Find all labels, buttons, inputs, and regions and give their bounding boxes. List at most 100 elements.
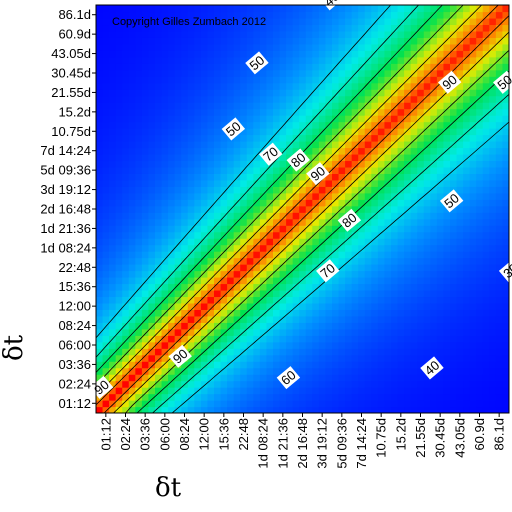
heatmap-cell <box>109 160 117 168</box>
heatmap-cell <box>371 141 379 149</box>
heatmap-cell <box>168 76 176 84</box>
heatmap-cell <box>273 361 281 369</box>
heatmap-cell <box>155 76 163 84</box>
heatmap-cell <box>332 147 340 155</box>
heatmap-cell <box>279 17 287 26</box>
heatmap-cell <box>227 173 235 181</box>
heatmap-cell <box>450 257 458 265</box>
heatmap-cell <box>391 225 399 233</box>
heatmap-cell <box>397 89 405 97</box>
heatmap-cell <box>286 270 294 278</box>
heatmap-cell <box>266 225 274 233</box>
heatmap-cell <box>96 335 104 343</box>
heatmap-cell <box>482 108 490 116</box>
heatmap-cell <box>214 102 222 110</box>
heatmap-cell <box>135 82 143 90</box>
heatmap-cell <box>345 30 353 38</box>
heatmap-cell <box>410 225 418 233</box>
heatmap-cell <box>187 244 195 252</box>
heatmap-cell <box>417 11 425 19</box>
heatmap-cell <box>482 270 490 278</box>
heatmap-cell <box>456 309 464 317</box>
heatmap-cell <box>351 283 359 291</box>
heatmap-cell <box>187 315 195 323</box>
heatmap-cell <box>96 121 104 129</box>
heatmap-cell <box>417 406 425 413</box>
heatmap-cell <box>495 205 504 213</box>
heatmap-cell <box>318 354 327 362</box>
heatmap-cell <box>332 322 340 330</box>
heatmap-cell <box>450 335 458 343</box>
heatmap-cell <box>397 50 405 58</box>
heatmap-cell <box>463 102 471 110</box>
heatmap-cell <box>141 186 150 194</box>
heatmap-cell <box>207 5 215 13</box>
heatmap-cell <box>214 160 222 168</box>
heatmap-cell <box>240 315 248 323</box>
heatmap-cell <box>286 89 294 97</box>
heatmap-cell <box>96 257 104 265</box>
heatmap-cell <box>273 277 281 285</box>
heatmap-cell <box>332 95 340 103</box>
heatmap-cell <box>115 5 123 13</box>
heatmap-cell <box>292 82 300 90</box>
heatmap-cell <box>240 160 248 168</box>
heatmap-cell <box>141 199 150 207</box>
heatmap-cell <box>443 315 451 323</box>
heatmap-cell <box>495 348 504 356</box>
heatmap-cell <box>122 341 130 349</box>
heatmap-cell <box>227 283 235 291</box>
heatmap-cell <box>318 400 327 408</box>
heatmap-cell <box>253 361 261 369</box>
heatmap-cell <box>168 361 176 369</box>
heatmap-cell <box>187 309 195 317</box>
heatmap-cell <box>358 251 366 259</box>
heatmap-cell <box>214 361 222 369</box>
heatmap-cell <box>489 134 497 142</box>
heatmap-cell <box>141 76 150 84</box>
heatmap-cell <box>371 400 379 408</box>
heatmap-cell <box>489 393 497 401</box>
heatmap-cell <box>181 361 189 369</box>
heatmap-cell <box>332 348 340 356</box>
heatmap-cell <box>364 302 372 310</box>
heatmap-cell <box>351 335 359 343</box>
heatmap-cell <box>174 315 182 323</box>
heatmap-cell <box>502 277 509 285</box>
heatmap-cell <box>207 153 215 162</box>
y-tick-label: 30.45d <box>51 66 91 81</box>
heatmap-cell <box>345 231 353 239</box>
heatmap-cell <box>371 17 379 26</box>
heatmap-cell <box>312 82 320 90</box>
heatmap-cell <box>227 322 235 330</box>
heatmap-cell <box>115 147 123 155</box>
heatmap-cell <box>489 115 497 123</box>
heatmap-cell <box>410 43 418 51</box>
heatmap-cell <box>207 335 215 343</box>
heatmap-cell <box>436 50 445 58</box>
heatmap-cell <box>345 179 353 187</box>
heatmap-cell <box>273 11 281 19</box>
heatmap-cell <box>240 95 248 103</box>
heatmap-cell <box>181 102 189 110</box>
heatmap-cell <box>318 212 327 220</box>
heatmap-cell <box>96 50 104 58</box>
heatmap-cell <box>450 367 458 375</box>
heatmap-cell <box>482 141 490 149</box>
heatmap-cell <box>194 30 202 38</box>
heatmap-cell <box>436 257 445 265</box>
heatmap-cell <box>109 134 117 142</box>
heatmap-cell <box>109 322 117 330</box>
heatmap-cell <box>187 17 195 26</box>
heatmap-cell <box>377 82 386 90</box>
heatmap-cell <box>443 43 451 51</box>
heatmap-cell <box>259 115 268 123</box>
heatmap-cell <box>266 367 274 375</box>
heatmap-cell <box>417 218 425 226</box>
heatmap-cell <box>351 173 359 181</box>
heatmap-cell <box>371 5 379 13</box>
heatmap-cell <box>161 212 169 220</box>
heatmap-cell <box>318 82 327 90</box>
heatmap-cell <box>410 361 418 369</box>
heatmap-cell <box>207 289 215 298</box>
